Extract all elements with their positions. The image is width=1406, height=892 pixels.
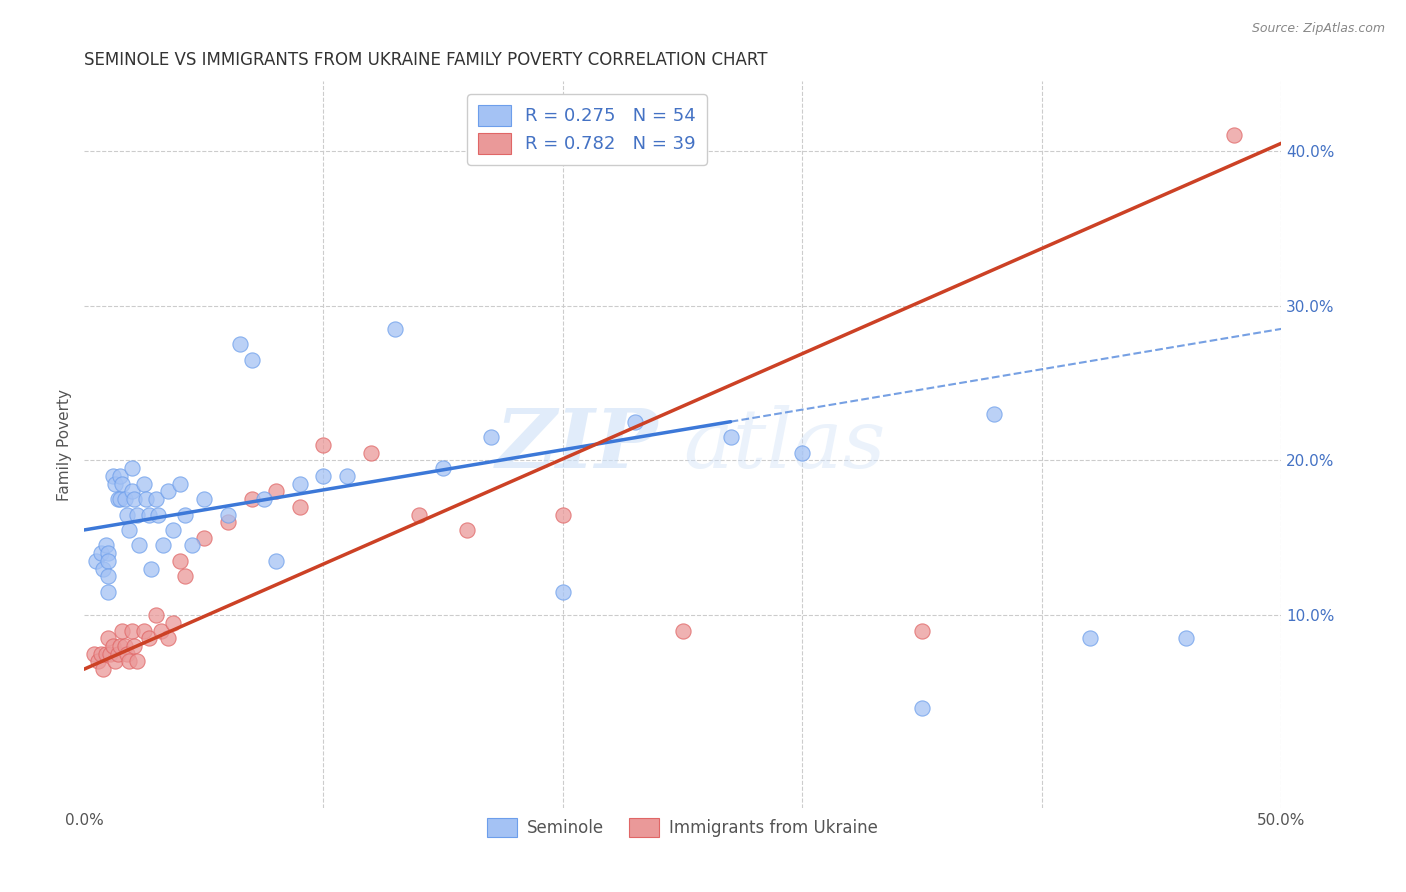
Point	[118, 655, 141, 669]
Point	[111, 476, 134, 491]
Point	[145, 608, 167, 623]
Point	[551, 585, 574, 599]
Text: atlas: atlas	[683, 405, 884, 485]
Point	[193, 491, 215, 506]
Point	[152, 538, 174, 552]
Point	[87, 655, 110, 669]
Legend: Seminole, Immigrants from Ukraine: Seminole, Immigrants from Ukraine	[481, 811, 884, 844]
Point	[173, 508, 195, 522]
Point	[336, 468, 359, 483]
Point	[1222, 128, 1244, 143]
Point	[135, 491, 157, 506]
Point	[145, 491, 167, 506]
Point	[149, 624, 172, 638]
Point	[115, 647, 138, 661]
Point	[121, 461, 143, 475]
Point	[132, 476, 155, 491]
Point	[121, 484, 143, 499]
Point	[240, 352, 263, 367]
Point	[138, 632, 160, 646]
Point	[228, 337, 250, 351]
Point	[91, 662, 114, 676]
Point	[114, 639, 136, 653]
Point	[108, 491, 131, 506]
Point	[911, 624, 934, 638]
Point	[97, 554, 120, 568]
Point	[623, 415, 645, 429]
Point	[217, 508, 239, 522]
Point	[107, 491, 129, 506]
Point	[97, 585, 120, 599]
Point	[162, 523, 184, 537]
Point	[111, 624, 134, 638]
Y-axis label: Family Poverty: Family Poverty	[58, 389, 72, 501]
Point	[408, 508, 430, 522]
Point	[132, 624, 155, 638]
Point	[104, 655, 127, 669]
Point	[360, 445, 382, 459]
Point	[108, 468, 131, 483]
Point	[125, 655, 148, 669]
Point	[162, 615, 184, 630]
Point	[240, 491, 263, 506]
Point	[1078, 632, 1101, 646]
Point	[97, 546, 120, 560]
Text: Source: ZipAtlas.com: Source: ZipAtlas.com	[1251, 22, 1385, 36]
Point	[108, 639, 131, 653]
Point	[792, 445, 814, 459]
Point	[148, 508, 170, 522]
Point	[156, 484, 179, 499]
Point	[104, 476, 127, 491]
Point	[115, 508, 138, 522]
Point	[84, 554, 107, 568]
Text: SEMINOLE VS IMMIGRANTS FROM UKRAINE FAMILY POVERTY CORRELATION CHART: SEMINOLE VS IMMIGRANTS FROM UKRAINE FAMI…	[84, 51, 768, 69]
Point	[983, 407, 1005, 421]
Point	[252, 491, 274, 506]
Point	[1174, 632, 1197, 646]
Point	[312, 468, 335, 483]
Point	[156, 632, 179, 646]
Point	[479, 430, 502, 444]
Point	[169, 476, 191, 491]
Point	[91, 562, 114, 576]
Point	[169, 554, 191, 568]
Point	[121, 624, 143, 638]
Point	[124, 491, 146, 506]
Point	[94, 647, 117, 661]
Point	[720, 430, 742, 444]
Point	[264, 554, 287, 568]
Point	[173, 569, 195, 583]
Point	[432, 461, 454, 475]
Point	[456, 523, 478, 537]
Point	[911, 701, 934, 715]
Text: ZIP: ZIP	[496, 405, 659, 485]
Point	[90, 546, 112, 560]
Point	[180, 538, 202, 552]
Point	[139, 562, 162, 576]
Point	[288, 500, 311, 514]
Point	[138, 508, 160, 522]
Point	[107, 647, 129, 661]
Point	[101, 639, 124, 653]
Point	[217, 515, 239, 529]
Point	[97, 569, 120, 583]
Point	[128, 538, 150, 552]
Point	[193, 531, 215, 545]
Point	[94, 538, 117, 552]
Point	[90, 647, 112, 661]
Point	[288, 476, 311, 491]
Point	[124, 639, 146, 653]
Point	[118, 523, 141, 537]
Point	[98, 647, 121, 661]
Point	[312, 438, 335, 452]
Point	[384, 322, 406, 336]
Point	[114, 491, 136, 506]
Point	[551, 508, 574, 522]
Point	[83, 647, 105, 661]
Point	[97, 632, 120, 646]
Point	[101, 468, 124, 483]
Point	[672, 624, 695, 638]
Point	[264, 484, 287, 499]
Point	[125, 508, 148, 522]
